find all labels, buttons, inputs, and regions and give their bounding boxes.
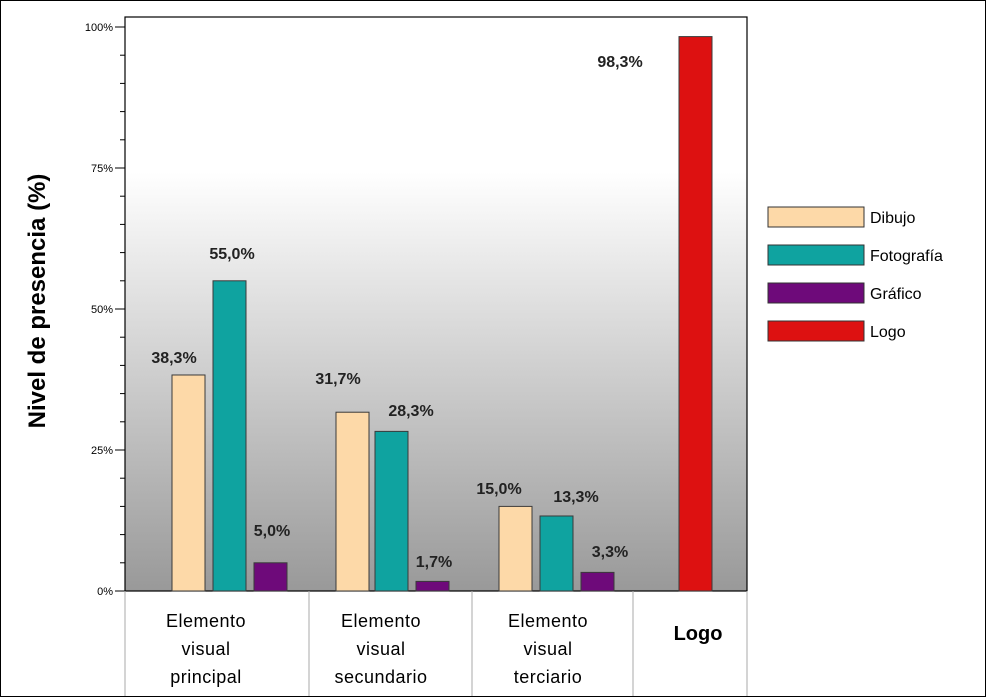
y-tick-label: 50% bbox=[91, 304, 113, 316]
data-label-1-2: 13,3% bbox=[553, 489, 598, 506]
bar-1-1 bbox=[374, 430, 409, 592]
bar-0-0 bbox=[171, 374, 206, 592]
data-label-3-3: 98,3% bbox=[597, 54, 642, 71]
data-label-2-2: 3,3% bbox=[592, 544, 628, 561]
data-labels: 38,3% 31,7% 15,0% 55,0% 28,3% 13,3% 5,0% 1,7% 3,… bbox=[151, 54, 642, 571]
y-tick-label: 100% bbox=[85, 22, 113, 34]
y-axis: 0% 25% 50% 75% 100% bbox=[85, 22, 125, 598]
y-axis-label: Nivel de presencia (%) bbox=[24, 174, 51, 429]
category-label-1: secundario bbox=[334, 667, 427, 687]
category-label-3: Logo bbox=[674, 623, 723, 645]
x-axis-categories: Elemento visual principal Elemento visual sec… bbox=[124, 591, 748, 696]
category-label-2: visual bbox=[523, 639, 572, 659]
legend-swatch bbox=[767, 282, 865, 304]
data-label-0-1: 31,7% bbox=[315, 371, 360, 388]
legend: Dibujo Fotografía Gráfico Logo bbox=[767, 206, 943, 342]
data-label-0-0: 38,3% bbox=[151, 350, 196, 367]
y-tick-label: 25% bbox=[91, 445, 113, 457]
legend-swatch bbox=[767, 244, 865, 266]
bar-1-0 bbox=[212, 280, 247, 592]
bars bbox=[171, 36, 713, 592]
legend-label: Dibujo bbox=[870, 210, 915, 227]
data-label-0-2: 15,0% bbox=[476, 481, 521, 498]
category-label-2: Elemento bbox=[508, 611, 588, 631]
bar-1-2 bbox=[539, 515, 574, 592]
category-label-2: terciario bbox=[514, 667, 583, 687]
bar-2-1 bbox=[415, 580, 450, 592]
category-label-1: visual bbox=[356, 639, 405, 659]
data-label-1-0: 55,0% bbox=[209, 246, 254, 263]
legend-label: Fotografía bbox=[870, 248, 943, 265]
y-tick-label: 0% bbox=[97, 586, 113, 598]
legend-label: Logo bbox=[870, 324, 906, 341]
data-label-2-1: 1,7% bbox=[416, 554, 452, 571]
data-label-2-0: 5,0% bbox=[254, 523, 290, 540]
bar-0-2 bbox=[498, 505, 533, 592]
legend-swatch bbox=[767, 206, 865, 228]
bar-2-2 bbox=[580, 571, 615, 592]
category-label-0: Elemento bbox=[166, 611, 246, 631]
bar-0-1 bbox=[335, 411, 370, 592]
legend-swatch bbox=[767, 320, 865, 342]
bar-2-0 bbox=[253, 562, 288, 592]
category-label-1: Elemento bbox=[341, 611, 421, 631]
legend-label: Gráfico bbox=[870, 286, 922, 303]
bar-3-3 bbox=[678, 36, 713, 592]
data-label-1-1: 28,3% bbox=[388, 403, 433, 420]
category-label-0: visual bbox=[181, 639, 230, 659]
y-tick-label: 75% bbox=[91, 163, 113, 175]
category-label-0: principal bbox=[170, 667, 242, 687]
